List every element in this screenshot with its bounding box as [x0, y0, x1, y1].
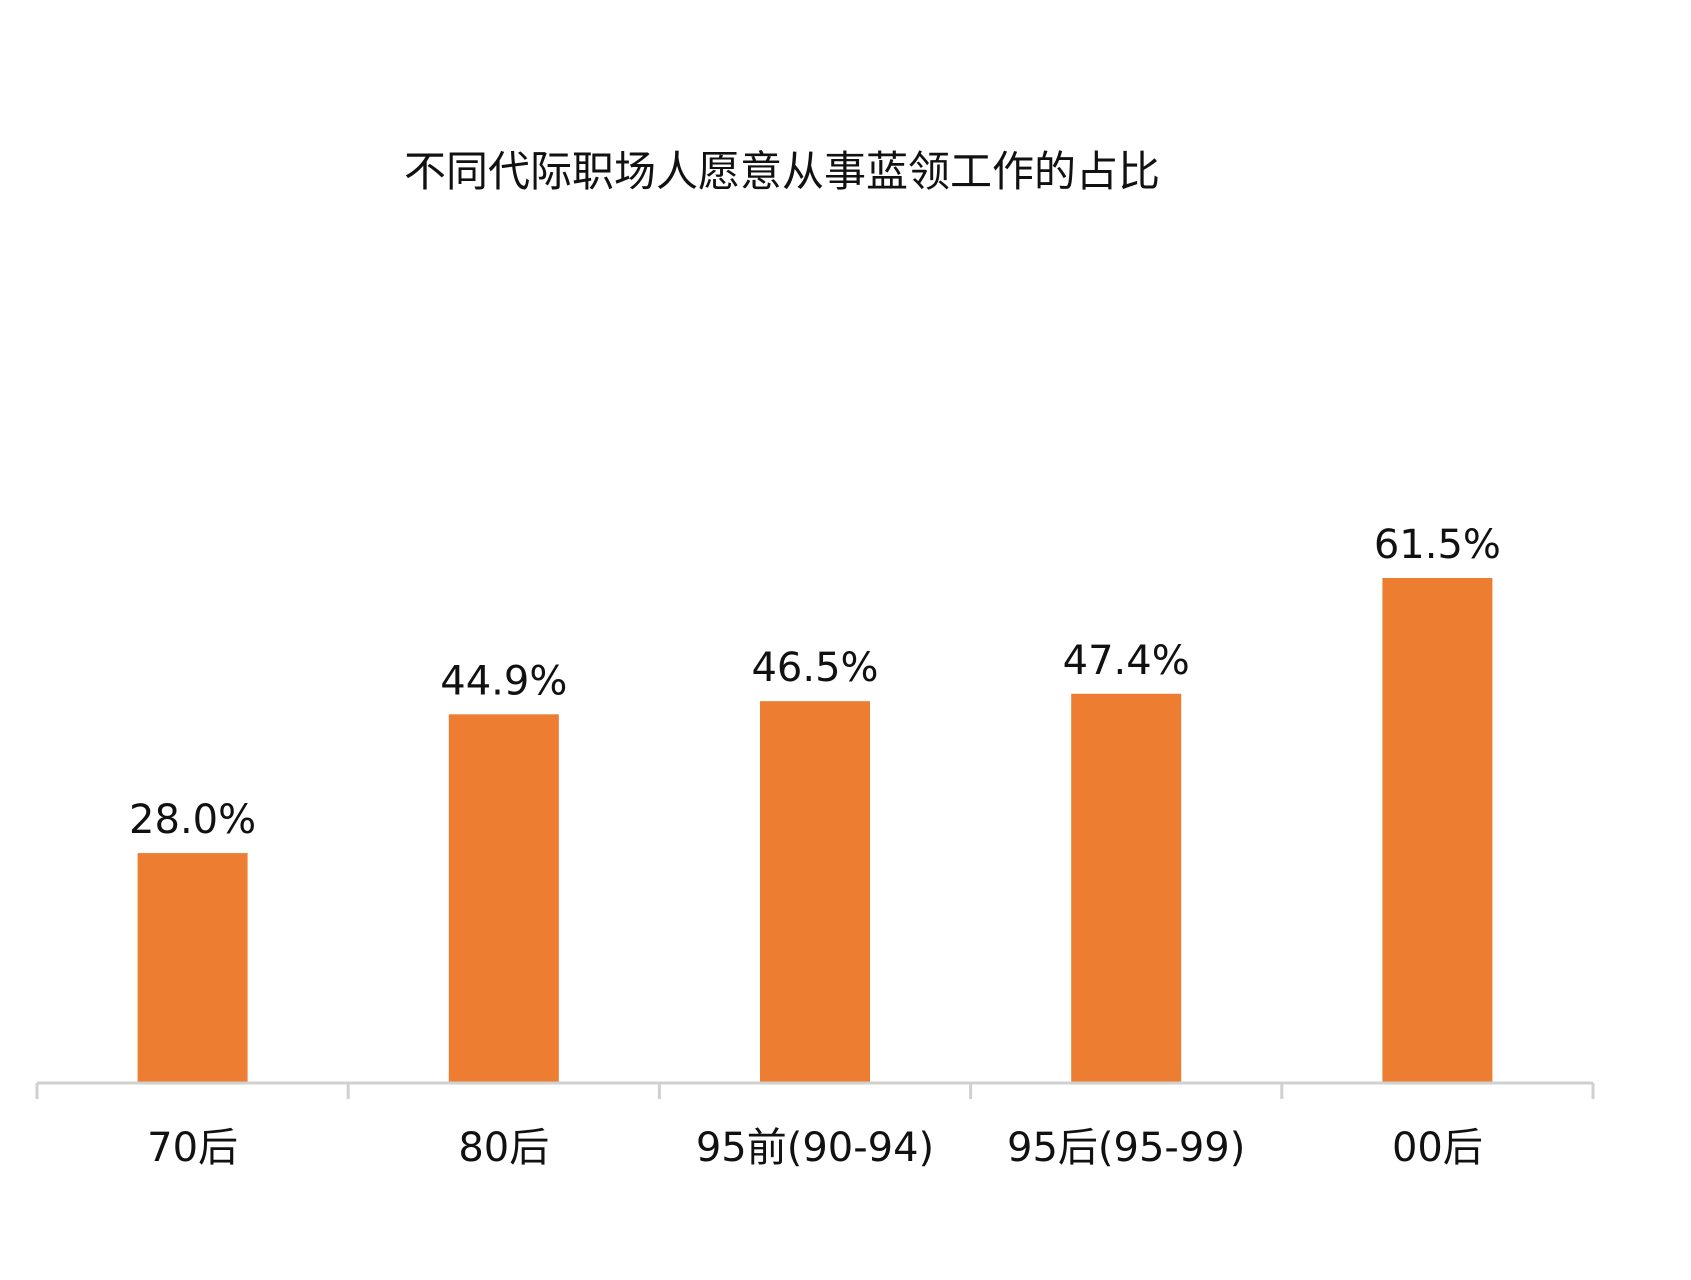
data-label: 61.5% — [1374, 522, 1501, 568]
x-tick-label: 80后 — [458, 1125, 549, 1171]
bar — [137, 853, 248, 1083]
x-tick-label: 70后 — [147, 1125, 238, 1171]
bar — [1071, 693, 1182, 1083]
bars-layer — [137, 578, 1493, 1083]
bar — [1382, 578, 1493, 1083]
data-label: 28.0% — [129, 797, 256, 843]
data-label: 47.4% — [1063, 638, 1190, 684]
data-label: 46.5% — [751, 645, 878, 691]
data-label: 44.9% — [440, 658, 567, 704]
x-tick-label: 00后 — [1392, 1125, 1483, 1171]
x-tick-label: 95前(90-94) — [696, 1125, 934, 1171]
x-axis — [35, 1081, 1595, 1099]
x-tick-label: 95后(95-99) — [1007, 1125, 1245, 1171]
value-labels-layer: 28.0% 44.9% 46.5% 47.4% 61.5% — [129, 522, 1501, 843]
category-labels-layer: 70后 80后 95前(90-94) 95后(95-99) 00后 — [147, 1125, 1483, 1171]
chart-title: 不同代际职场人愿意从事蓝领工作的占比 — [404, 147, 1160, 196]
bar — [760, 701, 870, 1083]
bar — [448, 714, 559, 1083]
